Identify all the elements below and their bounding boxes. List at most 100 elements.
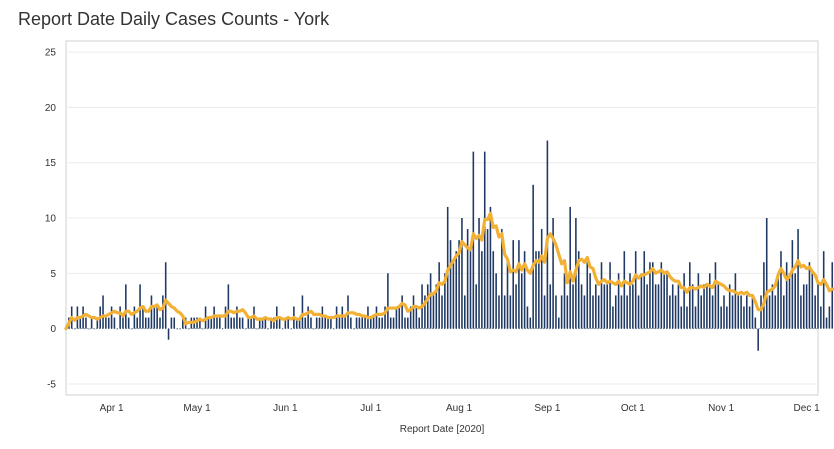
daily-case-bar xyxy=(520,273,523,329)
daily-case-bar xyxy=(822,251,825,329)
daily-case-bar xyxy=(737,295,740,329)
daily-case-bar xyxy=(654,284,657,329)
daily-case-bar xyxy=(381,317,383,329)
daily-case-bar xyxy=(233,317,235,329)
y-tick-label: 15 xyxy=(45,158,57,169)
rolling-average-path xyxy=(64,211,834,331)
daily-case-bar xyxy=(330,317,332,329)
daily-case-bar xyxy=(113,317,116,329)
daily-case-bar xyxy=(814,295,816,329)
daily-case-bar xyxy=(794,273,796,329)
daily-case-bar xyxy=(586,262,589,329)
daily-case-bar xyxy=(415,306,418,329)
daily-case-bar xyxy=(569,206,571,329)
daily-case-bar xyxy=(409,306,412,329)
daily-case-bar xyxy=(797,229,799,329)
daily-case-bar xyxy=(418,317,420,329)
daily-case-bar xyxy=(441,295,443,329)
daily-case-bar xyxy=(389,317,392,329)
daily-case-bar xyxy=(828,306,831,329)
daily-case-bar xyxy=(609,262,611,329)
daily-case-bar xyxy=(637,295,640,329)
daily-case-bar xyxy=(652,262,654,329)
daily-case-bar xyxy=(552,218,554,329)
daily-case-bar xyxy=(90,317,93,329)
daily-case-bar xyxy=(498,295,500,329)
daily-case-bar xyxy=(595,284,597,329)
daily-case-bar xyxy=(697,273,700,329)
daily-case-bar xyxy=(156,306,158,329)
daily-case-bar xyxy=(298,317,301,329)
daily-case-bar xyxy=(783,295,785,329)
daily-case-bar xyxy=(603,284,606,329)
daily-case-bar xyxy=(734,273,737,329)
daily-case-bar xyxy=(740,295,742,329)
daily-case-bar xyxy=(469,251,472,329)
y-tick-label: 25 xyxy=(45,48,57,59)
daily-case-bar xyxy=(620,295,623,329)
daily-case-bar xyxy=(481,251,483,329)
daily-case-bar xyxy=(79,317,82,329)
daily-case-bar xyxy=(426,284,429,329)
daily-case-bar xyxy=(492,251,495,329)
daily-case-bar xyxy=(444,273,446,329)
daily-case-bar xyxy=(523,251,526,329)
x-tick-label: Jun 1 xyxy=(273,403,298,414)
daily-case-bar xyxy=(535,251,537,329)
daily-case-bar xyxy=(649,262,651,329)
daily-case-bar xyxy=(88,328,90,330)
daily-case-bar xyxy=(219,317,221,329)
daily-case-bar xyxy=(606,284,608,329)
daily-case-bar xyxy=(358,317,361,329)
daily-case-bar xyxy=(119,306,121,329)
daily-case-bar xyxy=(518,240,520,329)
daily-case-bar xyxy=(375,306,378,329)
daily-case-bar xyxy=(201,328,204,330)
daily-case-bar xyxy=(683,273,685,329)
daily-case-bar xyxy=(432,295,435,329)
daily-case-bar xyxy=(182,317,184,329)
daily-case-bar xyxy=(669,295,671,329)
daily-case-bar xyxy=(127,317,130,329)
daily-case-bar xyxy=(295,317,298,329)
daily-case-bar xyxy=(122,317,124,329)
x-tick-label: Oct 1 xyxy=(621,403,645,414)
daily-case-bar xyxy=(247,317,250,329)
daily-case-bar xyxy=(327,317,329,329)
daily-case-bar xyxy=(407,317,409,329)
daily-case-bar xyxy=(199,317,201,329)
daily-case-bar xyxy=(238,317,241,329)
daily-case-bar xyxy=(196,317,198,329)
daily-case-bar xyxy=(768,295,771,329)
daily-case-bar xyxy=(780,251,782,329)
daily-case-bar xyxy=(717,284,720,329)
daily-case-bar xyxy=(540,229,543,329)
daily-case-bar xyxy=(130,328,133,330)
daily-case-bar xyxy=(133,306,136,329)
daily-case-bar xyxy=(207,317,210,329)
daily-case-bar xyxy=(429,273,432,329)
daily-case-bar xyxy=(646,284,648,329)
y-tick-label: 0 xyxy=(50,324,56,335)
daily-case-bar xyxy=(817,284,819,329)
daily-case-bar xyxy=(179,328,181,330)
daily-case-bar xyxy=(666,273,668,329)
x-tick-label: May 1 xyxy=(183,403,211,414)
daily-case-bar xyxy=(748,306,751,329)
daily-case-bar xyxy=(566,295,569,329)
daily-case-bar xyxy=(304,317,307,329)
daily-case-bar xyxy=(788,273,791,329)
daily-case-bar xyxy=(73,328,76,330)
daily-case-bar xyxy=(777,273,779,329)
daily-case-bar xyxy=(395,306,398,329)
daily-case-bar xyxy=(273,317,275,329)
daily-case-bar xyxy=(287,317,289,329)
daily-case-bar xyxy=(543,295,546,329)
daily-case-bar xyxy=(387,273,389,329)
y-tick-label: -5 xyxy=(47,379,56,390)
daily-case-bar xyxy=(136,317,138,329)
daily-case-bar xyxy=(763,262,765,329)
daily-case-bar xyxy=(708,273,711,329)
daily-case-bar xyxy=(278,317,281,329)
